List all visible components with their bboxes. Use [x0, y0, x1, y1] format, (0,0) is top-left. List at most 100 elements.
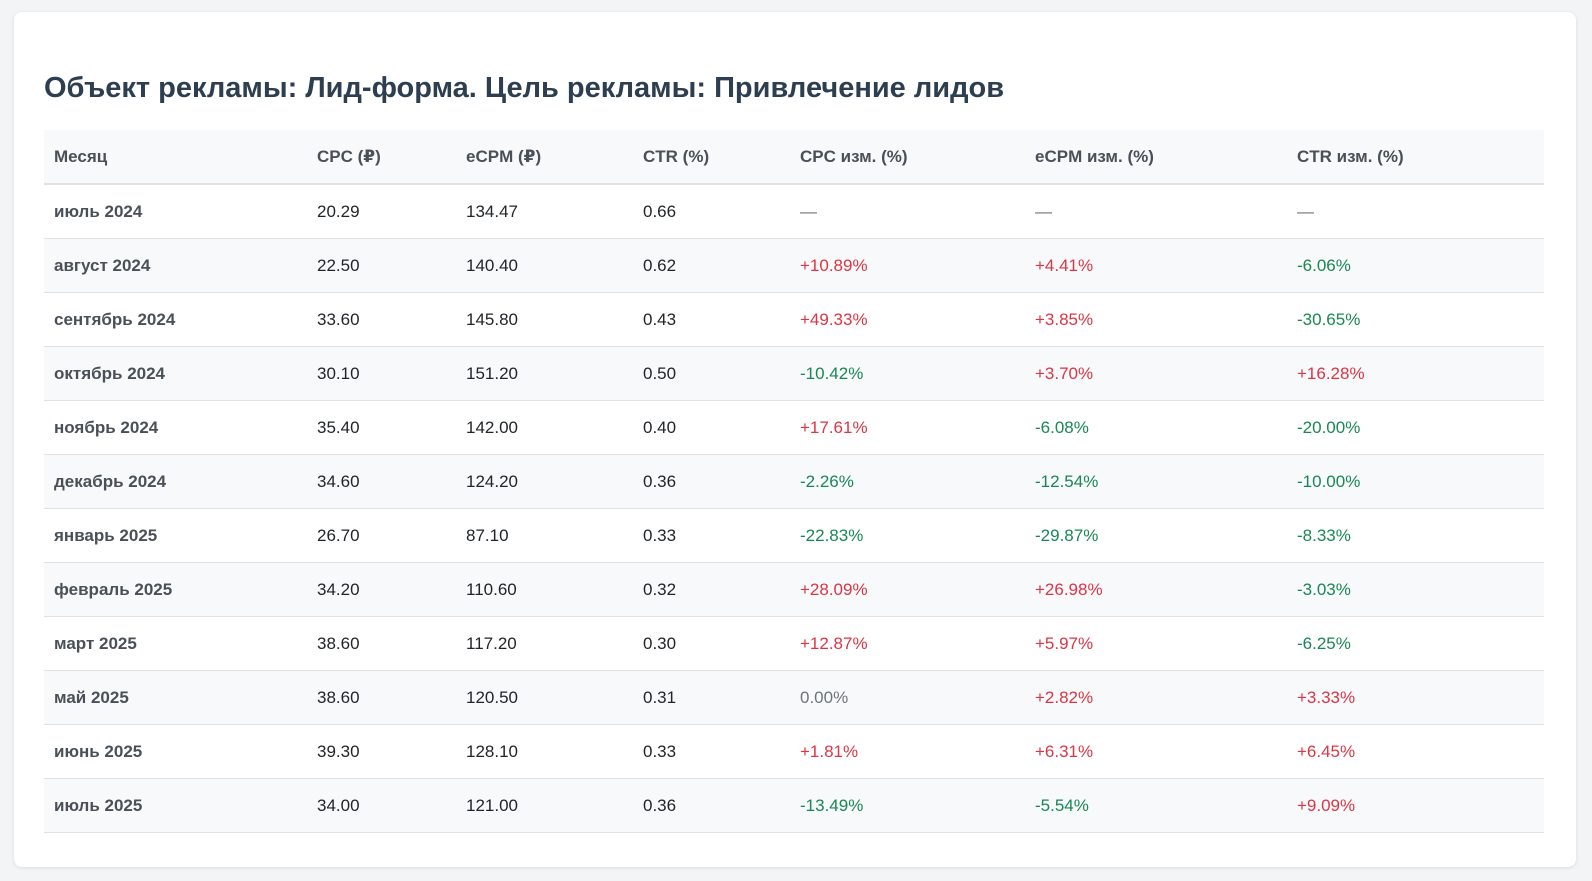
report-title: Объект рекламы: Лид-форма. Цель рекламы:… [44, 72, 1005, 104]
cell-ctr: 0.30 [633, 616, 790, 671]
cell-ecpm-change: -29.87% [1025, 508, 1287, 563]
metrics-table: Месяц CPC (₽) eCPM (₽) CTR (%) CPC изм. … [44, 130, 1544, 833]
cell-ecpm: 120.50 [456, 670, 633, 725]
table-row: май 2025 38.60 120.50 0.31 0.00% +2.82% +3.33% [44, 670, 1544, 725]
table-row: январь 2025 26.70 87.10 0.33 -22.83% -29.87% -… [44, 508, 1544, 563]
cell-ctr: 0.62 [633, 238, 790, 293]
cell-ctr-change: -30.65% [1287, 292, 1544, 347]
cell-month: июль 2024 [44, 184, 307, 239]
table-row: ноябрь 2024 35.40 142.00 0.40 +17.61% -6.08% -… [44, 400, 1544, 455]
table-row: июнь 2025 39.30 128.10 0.33 +1.81% +6.31% +6.4… [44, 724, 1544, 779]
cell-cpc: 38.60 [307, 670, 456, 725]
cell-month: сентябрь 2024 [44, 292, 307, 347]
cell-month: март 2025 [44, 616, 307, 671]
cell-cpc-change: -13.49% [790, 778, 1025, 833]
table-row: июль 2024 20.29 134.47 0.66— — — [44, 184, 1544, 239]
cell-ctr-change: -6.06% [1287, 238, 1544, 293]
cell-cpc-change: -22.83% [790, 508, 1025, 563]
cell-ctr-change: -20.00% [1287, 400, 1544, 455]
table-row: июль 2025 34.00 121.00 0.36 -13.49% -5.54% +9.… [44, 778, 1544, 833]
cell-cpc-change: -2.26% [790, 454, 1025, 509]
cell-cpc-change: +28.09% [790, 562, 1025, 617]
cell-ctr: 0.40 [633, 400, 790, 455]
cell-month: июнь 2025 [44, 724, 307, 779]
cell-ctr: 0.36 [633, 778, 790, 833]
cell-ecpm-change: +3.85% [1025, 292, 1287, 347]
cell-ctr-change: -6.25% [1287, 616, 1544, 671]
header-month: Месяц [44, 130, 307, 185]
cell-cpc-change: -10.42% [790, 346, 1025, 401]
cell-cpc: 38.60 [307, 616, 456, 671]
report-card: Объект рекламы: Лид-форма. Цель рекламы:… [14, 12, 1576, 867]
header-ecpm: eCPM (₽) [456, 130, 633, 185]
cell-ctr-change: -8.33% [1287, 508, 1544, 563]
cell-cpc: 34.60 [307, 454, 456, 509]
cell-ecpm-change: +5.97% [1025, 616, 1287, 671]
cell-ecpm: 142.00 [456, 400, 633, 455]
cell-month: февраль 2025 [44, 562, 307, 617]
cell-ecpm-change: +2.82% [1025, 670, 1287, 725]
header-cpc: CPC (₽) [307, 130, 456, 185]
cell-ctr-change: +3.33% [1287, 670, 1544, 725]
cell-cpc: 39.30 [307, 724, 456, 779]
cell-cpc-change: +1.81% [790, 724, 1025, 779]
header-ecpm-change: eCPM изм. (%) [1025, 130, 1287, 185]
cell-ctr-change: — [1287, 184, 1544, 239]
cell-ecpm: 121.00 [456, 778, 633, 833]
cell-ecpm: 87.10 [456, 508, 633, 563]
cell-ecpm: 140.40 [456, 238, 633, 293]
cell-ctr-change: +9.09% [1287, 778, 1544, 833]
cell-ecpm-change: -5.54% [1025, 778, 1287, 833]
cell-ecpm: 117.20 [456, 616, 633, 671]
cell-cpc: 26.70 [307, 508, 456, 563]
cell-ecpm: 145.80 [456, 292, 633, 347]
cell-ecpm-change: +26.98% [1025, 562, 1287, 617]
table-header: Месяц CPC (₽) eCPM (₽) CTR (%) CPC изм. … [44, 130, 1544, 185]
header-row: Месяц CPC (₽) eCPM (₽) CTR (%) CPC изм. … [44, 130, 1544, 185]
cell-ctr: 0.50 [633, 346, 790, 401]
table-row: март 2025 38.60 117.20 0.30 +12.87% +5.97% -6.… [44, 616, 1544, 671]
cell-cpc: 33.60 [307, 292, 456, 347]
cell-cpc: 20.29 [307, 184, 456, 239]
cell-ecpm-change: -6.08% [1025, 400, 1287, 455]
cell-month: январь 2025 [44, 508, 307, 563]
cell-ctr: 0.32 [633, 562, 790, 617]
cell-ecpm: 134.47 [456, 184, 633, 239]
cell-month: август 2024 [44, 238, 307, 293]
cell-ctr: 0.33 [633, 724, 790, 779]
cell-ctr: 0.36 [633, 454, 790, 509]
cell-ecpm-change: +4.41% [1025, 238, 1287, 293]
cell-cpc-change: +10.89% [790, 238, 1025, 293]
table-row: октябрь 2024 30.10 151.20 0.50 -10.42% +3.70%… [44, 346, 1544, 401]
cell-month: июль 2025 [44, 778, 307, 833]
cell-month: ноябрь 2024 [44, 400, 307, 455]
cell-cpc-change: — [790, 184, 1025, 239]
cell-ctr-change: -10.00% [1287, 454, 1544, 509]
cell-ctr-change: +16.28% [1287, 346, 1544, 401]
cell-month: май 2025 [44, 670, 307, 725]
cell-cpc-change: 0.00% [790, 670, 1025, 725]
cell-cpc: 22.50 [307, 238, 456, 293]
cell-cpc: 30.10 [307, 346, 456, 401]
table-row: август 2024 22.50 140.40 0.62 +10.89% +4.41% -… [44, 238, 1544, 293]
cell-ecpm: 128.10 [456, 724, 633, 779]
cell-ctr-change: -3.03% [1287, 562, 1544, 617]
cell-ecpm: 110.60 [456, 562, 633, 617]
header-ctr: CTR (%) [633, 130, 790, 185]
header-cpc-change: CPC изм. (%) [790, 130, 1025, 185]
cell-ecpm-change: +3.70% [1025, 346, 1287, 401]
table-body: июль 2024 20.29 134.47 0.66— — — август 2024 22… [44, 184, 1544, 833]
header-ctr-change: CTR изм. (%) [1287, 130, 1544, 185]
cell-cpc-change: +17.61% [790, 400, 1025, 455]
table-row: декабрь 2024 34.60 124.20 0.36 -2.26% -12.54%… [44, 454, 1544, 509]
cell-ecpm: 124.20 [456, 454, 633, 509]
cell-cpc-change: +12.87% [790, 616, 1025, 671]
cell-month: октябрь 2024 [44, 346, 307, 401]
cell-cpc-change: +49.33% [790, 292, 1025, 347]
table-row: сентябрь 2024 33.60 145.80 0.43 +49.33% +3.85… [44, 292, 1544, 347]
cell-ecpm-change: — [1025, 184, 1287, 239]
cell-ecpm: 151.20 [456, 346, 633, 401]
cell-cpc: 34.20 [307, 562, 456, 617]
cell-cpc: 35.40 [307, 400, 456, 455]
cell-ctr: 0.66 [633, 184, 790, 239]
